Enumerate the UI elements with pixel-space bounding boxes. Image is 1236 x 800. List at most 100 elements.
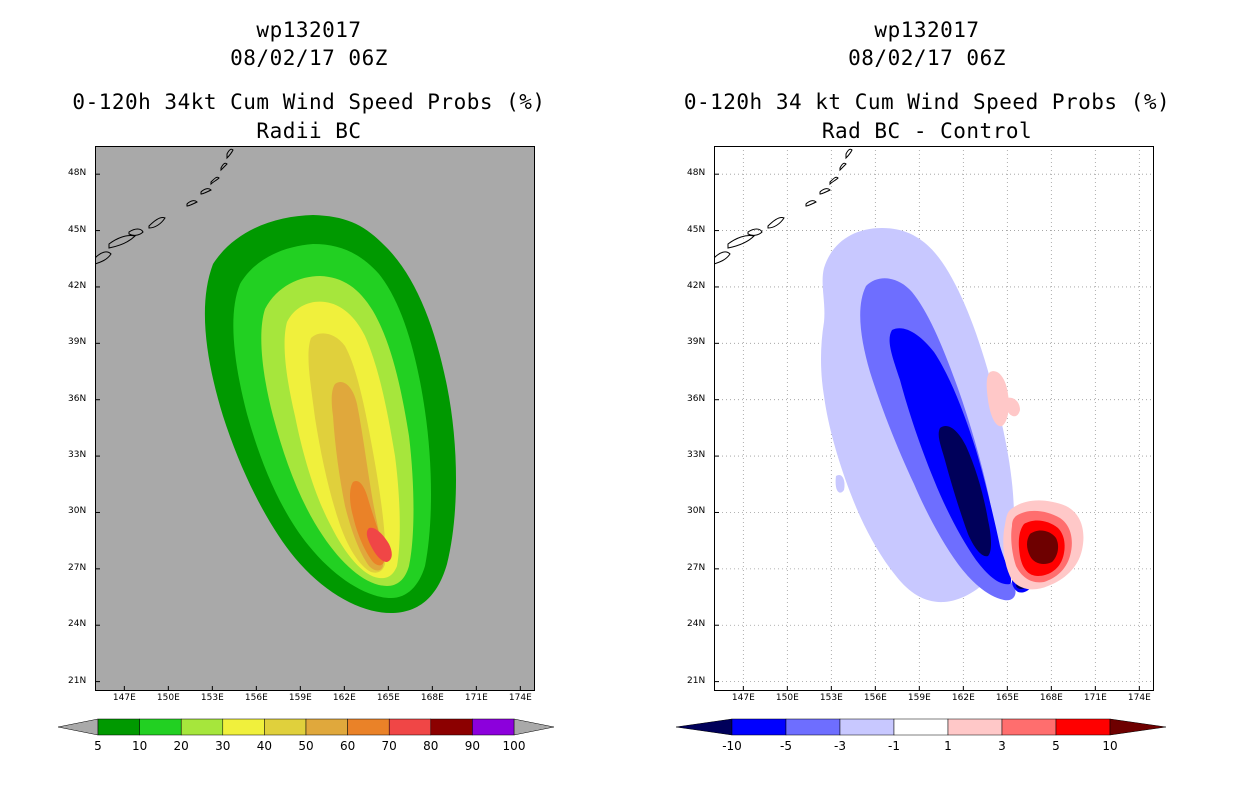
left-map <box>95 146 535 691</box>
lat-label: 39N <box>687 337 706 348</box>
lon-label: 156E <box>244 693 268 703</box>
right-colorbar-box <box>893 718 949 736</box>
coastline-segment <box>226 148 234 160</box>
lat-label: 36N <box>687 393 706 404</box>
left-map-frame <box>95 146 535 691</box>
left-ticks <box>95 173 521 691</box>
lat-label: 36N <box>68 393 87 404</box>
right-colorbar-label: 1 <box>944 739 952 753</box>
coastline-segment <box>845 148 853 160</box>
lat-label: 48N <box>687 168 706 179</box>
right-colorbar-low-arrow <box>675 718 733 736</box>
lat-label: 27N <box>68 562 87 573</box>
right-colorbar-box <box>839 718 895 736</box>
lat-label: 21N <box>687 675 706 686</box>
coastline-segment <box>767 217 785 229</box>
coastline-segment <box>128 228 144 236</box>
lat-label: 33N <box>68 450 87 461</box>
left-subtitle: Radii BC <box>256 119 362 143</box>
left-colorbar-label: 30 <box>215 739 231 753</box>
right-colorbar-box <box>1001 718 1057 736</box>
diff-minus-1-speck <box>835 474 845 493</box>
right-colorbar <box>675 717 1172 741</box>
left-colorbar-box <box>472 718 515 736</box>
lat-label: 24N <box>687 619 706 630</box>
right-colorbar-label: -10 <box>722 739 742 753</box>
left-colorbar-svg <box>57 718 555 736</box>
left-colorbar-box <box>347 718 390 736</box>
right-panel: wp132017 08/02/17 06Z 0-120h 34 kt Cum W… <box>618 0 1236 800</box>
right-colorbar-label: 3 <box>998 739 1006 753</box>
lon-label: 147E <box>112 693 136 703</box>
lon-label: 150E <box>775 693 799 703</box>
lat-label: 27N <box>687 562 706 573</box>
lat-label: 30N <box>68 506 87 517</box>
right-ticks <box>714 173 1140 691</box>
left-colorbar-label: 5 <box>94 739 102 753</box>
right-storm-id: wp132017 <box>874 18 980 42</box>
right-colorbar-box <box>731 718 787 736</box>
left-colorbar <box>57 717 555 741</box>
right-colorbar-high-arrow <box>1109 718 1167 736</box>
right-datetime: 08/02/17 06Z <box>848 46 1006 70</box>
right-colorbar-label: 5 <box>1052 739 1060 753</box>
left-colorbar-label: 70 <box>381 739 397 753</box>
left-colorbar-box <box>388 718 432 736</box>
right-colorbar-label: -1 <box>888 739 900 753</box>
left-colorbar-label: 100 <box>502 739 526 753</box>
lat-label: 48N <box>68 168 87 179</box>
lat-label: 42N <box>687 280 706 291</box>
left-storm-id: wp132017 <box>256 18 362 42</box>
coastline-segment <box>210 176 220 186</box>
coastline-segment <box>727 235 755 249</box>
lat-label: 24N <box>68 619 87 630</box>
left-colorbar-box <box>264 718 307 736</box>
left-colorbar-label: 80 <box>423 739 439 753</box>
left-colorbar-high-arrow <box>513 718 555 736</box>
left-colorbar-box <box>97 718 140 736</box>
left-probability-map <box>95 146 535 691</box>
diff-minus-10 <box>938 426 991 557</box>
coastline-segment <box>819 188 831 195</box>
coastline-segment <box>148 217 166 229</box>
lat-label: 39N <box>68 337 87 348</box>
lon-label: 165E <box>995 693 1019 703</box>
right-colorbar-svg <box>675 718 1167 736</box>
right-colorbar-label: -3 <box>834 739 846 753</box>
right-map <box>714 146 1154 691</box>
right-colorbar-box <box>1055 718 1111 736</box>
left-colorbar-label: 40 <box>256 739 273 753</box>
lon-label: 171E <box>464 693 488 703</box>
lon-label: 162E <box>332 693 356 703</box>
lon-label: 162E <box>951 693 975 703</box>
coastline-segment <box>220 162 228 172</box>
lon-label: 168E <box>1039 693 1063 703</box>
left-colorbar-low-arrow <box>57 718 99 736</box>
left-colorbar-box <box>305 718 348 736</box>
coastline-segment <box>829 176 839 186</box>
left-colorbar-box <box>430 718 473 736</box>
left-colorbar-label: 50 <box>298 739 314 753</box>
lon-label: 159E <box>907 693 931 703</box>
coastline-segment <box>200 188 212 195</box>
coastline-segment <box>839 162 847 172</box>
diff-plus-10 <box>1027 530 1059 564</box>
lon-label: 153E <box>819 693 843 703</box>
lon-label: 165E <box>376 693 400 703</box>
lon-label: 147E <box>731 693 755 703</box>
left-datetime: 08/02/17 06Z <box>230 46 388 70</box>
coastline-segment <box>714 251 731 265</box>
left-coastline <box>95 148 234 265</box>
lat-label: 45N <box>68 224 87 235</box>
coastline-segment <box>108 235 136 249</box>
right-map-frame <box>714 146 1154 691</box>
lon-label: 174E <box>508 693 532 703</box>
lon-label: 174E <box>1127 693 1151 703</box>
left-colorbar-box <box>180 718 224 736</box>
lon-label: 171E <box>1083 693 1107 703</box>
lat-label: 33N <box>687 450 706 461</box>
left-panel: wp132017 08/02/17 06Z 0-120h 34kt Cum Wi… <box>57 18 555 753</box>
right-difference-map <box>714 146 1154 691</box>
contour-70 <box>366 527 392 562</box>
left-colorbar-label: 60 <box>339 739 356 753</box>
